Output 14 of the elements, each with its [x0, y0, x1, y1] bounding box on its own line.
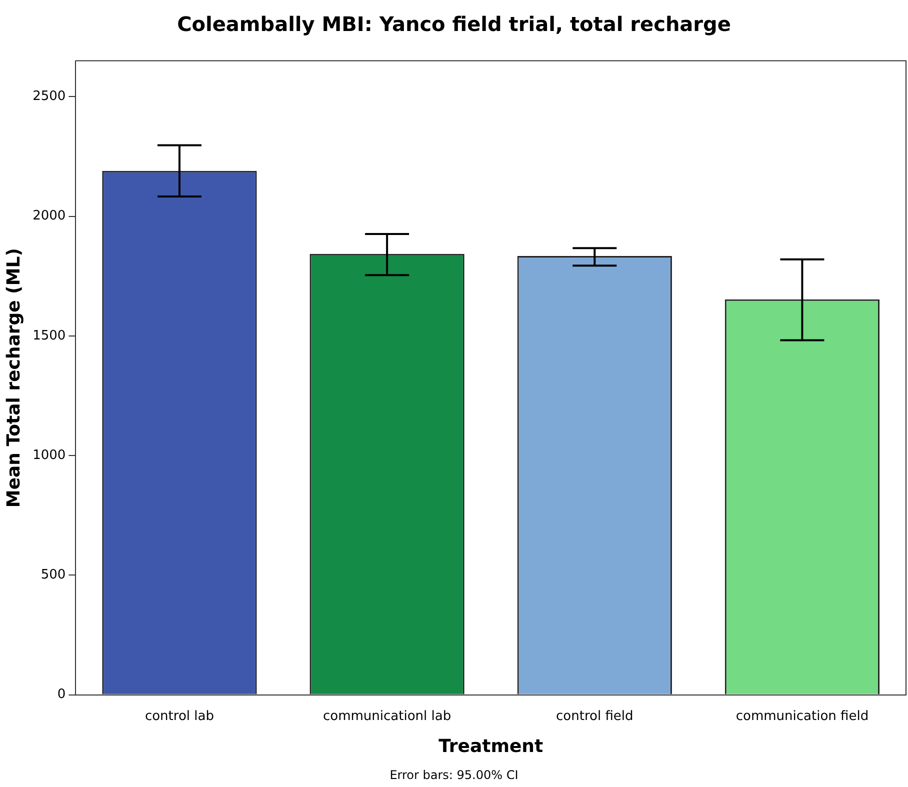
y-axis-title: Mean Total recharge (ML) [3, 248, 24, 508]
y-tick-label: 1500 [32, 328, 66, 344]
x-axis-title: Treatment [438, 736, 544, 757]
text: Error bars: 95.00% CI [388, 768, 520, 782]
y-tick-label: 2500 [32, 89, 66, 104]
y-tick-label: 0 [57, 687, 66, 702]
x-tick-label: communication field [736, 708, 869, 724]
x-tick-label: control lab [144, 708, 214, 724]
y-tick-label: 2000 [32, 208, 66, 224]
x-tick-label: communicationl lab [323, 708, 452, 724]
y-tick-label: 1000 [32, 448, 66, 463]
x-tick-label: control field [556, 708, 634, 724]
y-tick-label: 500 [40, 568, 66, 583]
chart-title: Coleambally MBI: Yanco field trial, total recharge [176, 12, 732, 36]
